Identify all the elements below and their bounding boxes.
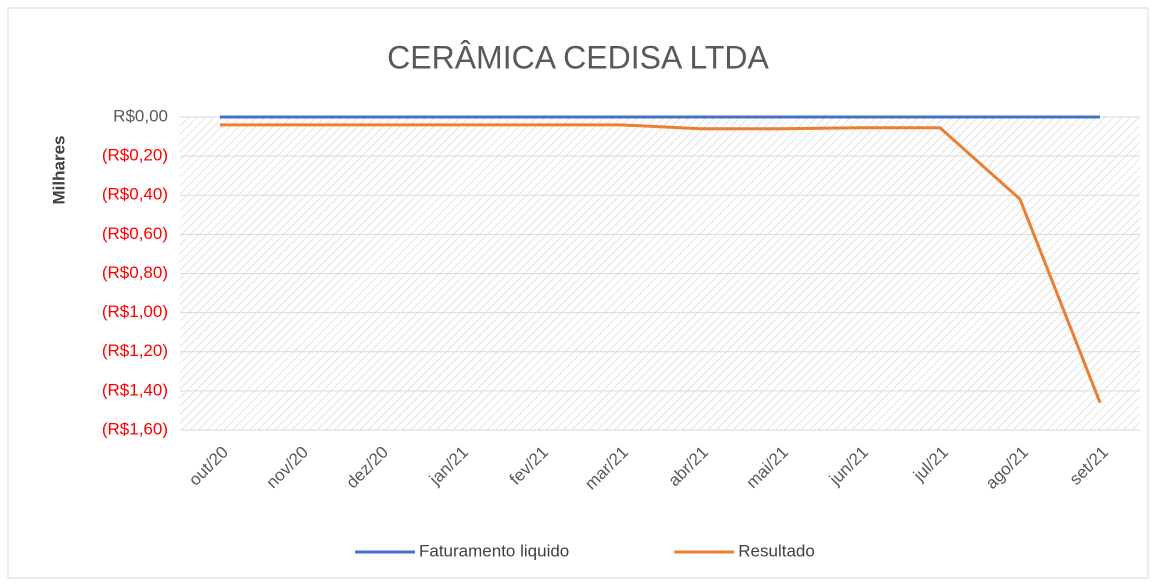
y-tick-label: (R$1,40)	[102, 380, 168, 399]
y-tick-label: (R$0,80)	[102, 263, 168, 282]
y-tick-label: (R$0,40)	[102, 185, 168, 204]
legend-label: Resultado	[738, 541, 815, 560]
legend-label: Faturamento liquido	[419, 541, 569, 560]
y-axis-label: Milhares	[49, 136, 68, 205]
y-tick-label: (R$0,20)	[102, 146, 168, 165]
series-line	[220, 123, 1102, 404]
y-tick-label: (R$1,00)	[102, 302, 168, 321]
y-tick-label: R$0,00	[113, 106, 168, 125]
y-tick-label: (R$0,60)	[102, 224, 168, 243]
chart-title: CERÂMICA CEDISA LTDA	[387, 39, 769, 75]
y-tick-label: (R$1,60)	[102, 419, 168, 438]
y-tick-label: (R$1,20)	[102, 341, 168, 360]
